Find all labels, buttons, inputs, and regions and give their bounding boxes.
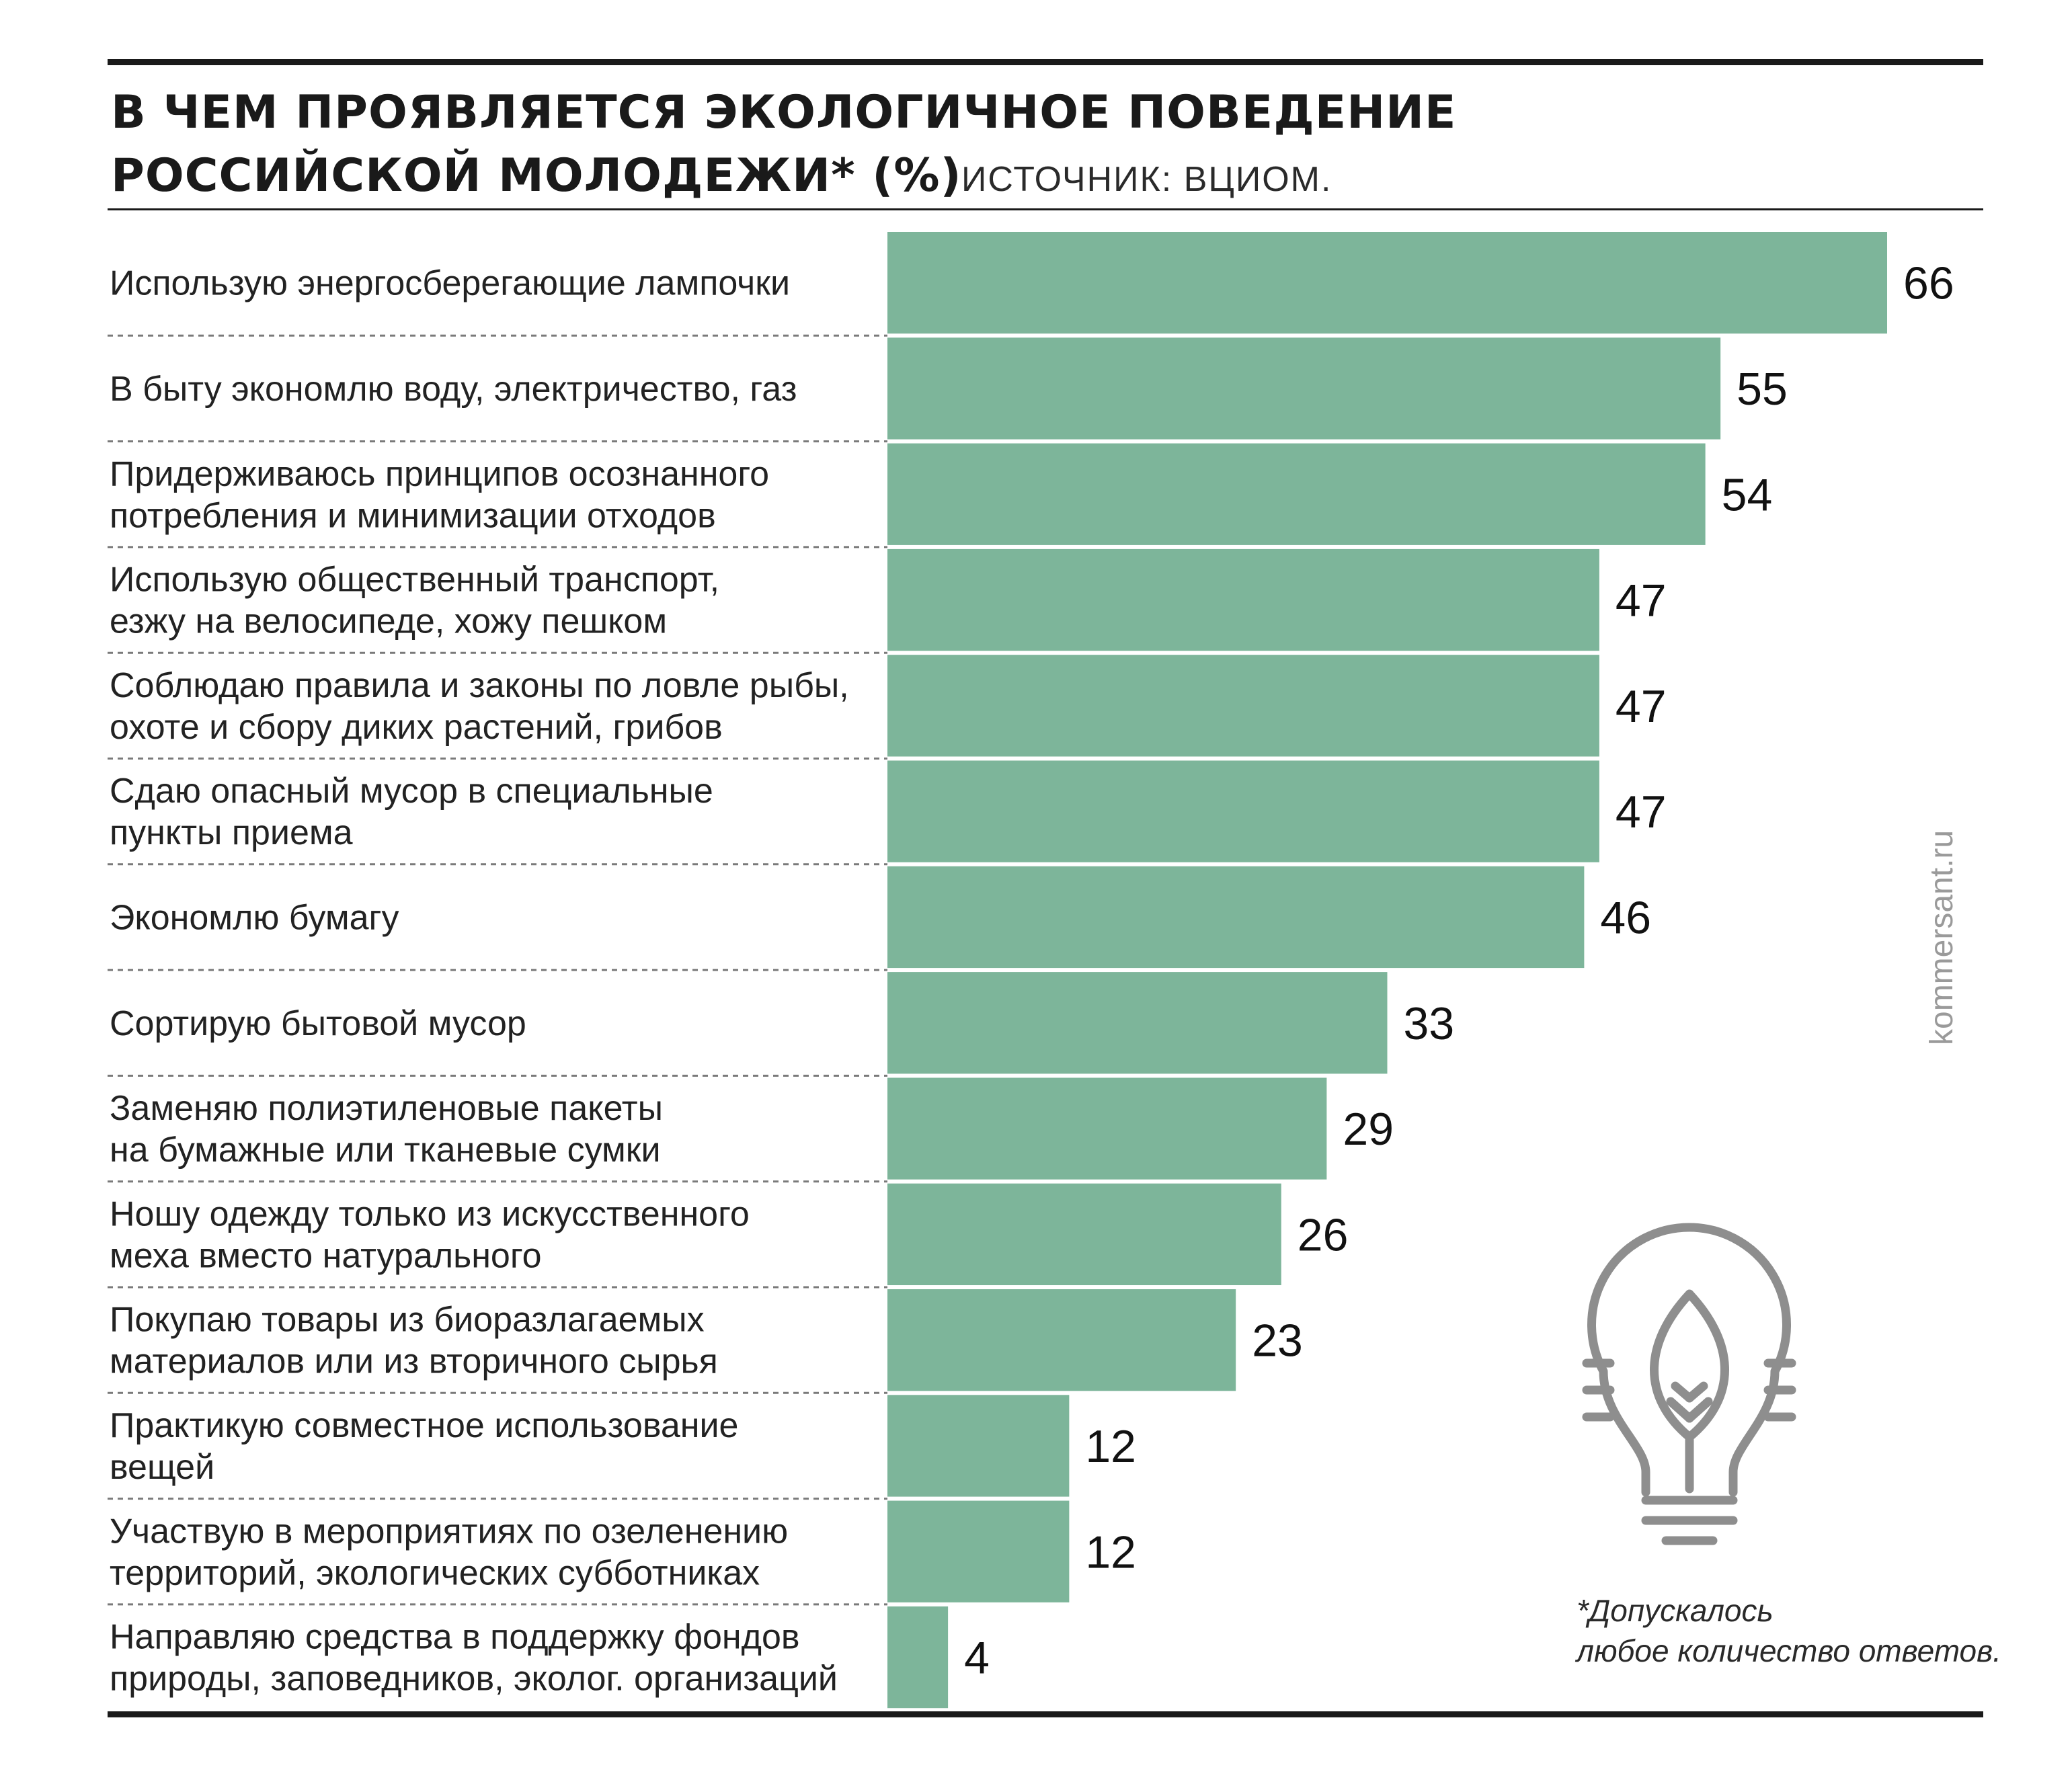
bar-value-label: 23 — [1252, 1315, 1303, 1367]
bar — [887, 232, 1887, 334]
category-label: на бумажные или тканевые сумки — [110, 1131, 661, 1170]
bar — [887, 443, 1706, 545]
bar — [887, 760, 1599, 862]
category-label: езжу на велосипеде, хожу пешком — [110, 602, 667, 641]
category-label: Направляю средства в поддержку фондов — [110, 1618, 800, 1657]
lightbulb-leaf-icon — [1582, 1223, 1796, 1545]
bar — [887, 1606, 949, 1709]
bar — [887, 866, 1585, 969]
category-label: меха вместо натурального — [110, 1236, 542, 1275]
bar-value-label: 55 — [1737, 364, 1788, 415]
category-label: природы, заповедников, эколог. организац… — [110, 1660, 838, 1699]
category-label: территорий, экологических субботниках — [110, 1553, 760, 1592]
footnote-line-2: любое количество ответов. — [1575, 1633, 2001, 1668]
bar-value-label: 47 — [1616, 575, 1667, 626]
category-label: Использую общественный транспорт, — [110, 561, 719, 600]
category-label: пункты приема — [110, 813, 353, 852]
bar — [887, 655, 1599, 757]
chart-title-line-1: В ЧЕМ ПРОЯВЛЯЕТСЯ ЭКОЛОГИЧНОЕ ПОВЕДЕНИЕ — [111, 86, 1457, 139]
category-label: материалов или из вторичного сырья — [110, 1342, 718, 1381]
bar-value-label: 66 — [1903, 258, 1954, 309]
bar — [887, 548, 1599, 651]
category-label: Сдаю опасный мусор в специальные — [110, 772, 713, 811]
bar-value-label: 29 — [1343, 1104, 1394, 1155]
bar-value-label: 47 — [1616, 786, 1667, 838]
category-label: вещей — [110, 1448, 214, 1487]
category-label: Покупаю товары из биоразлагаемых — [110, 1301, 705, 1340]
bar-value-label: 12 — [1085, 1526, 1136, 1578]
category-label: Придерживаюсь принципов осознанного — [110, 454, 769, 493]
bar — [887, 337, 1721, 440]
category-label: Сортирую бытовой мусор — [110, 1004, 526, 1043]
bar-value-label: 47 — [1616, 681, 1667, 732]
bar-value-label: 46 — [1600, 892, 1651, 943]
watermark-label: kommersant.ru — [1924, 830, 1960, 1045]
category-label: охоте и сбору диких растений, грибов — [110, 708, 723, 747]
footnote-line-1: *Допускалось — [1577, 1593, 1774, 1628]
bar — [887, 1183, 1281, 1285]
category-label: Использую энергосберегающие лампочки — [110, 264, 790, 303]
category-label: Соблюдаю правила и законы по ловле рыбы, — [110, 666, 849, 705]
bar-value-label: 33 — [1404, 998, 1455, 1049]
category-label: В быту экономлю воду, электричество, газ — [110, 370, 797, 409]
bar — [887, 1077, 1327, 1180]
category-label: Ношу одежду только из искусственного — [110, 1194, 750, 1233]
category-label: Экономлю бумагу — [110, 898, 399, 937]
bar — [887, 1395, 1070, 1497]
bar-value-label: 12 — [1085, 1421, 1136, 1472]
bottom-rule — [108, 1711, 1983, 1717]
chart-title-line-2: РОССИЙСКОЙ МОЛОДЕЖИ* (%) — [111, 149, 962, 202]
category-label: Участвую в мероприятиях по озеленению — [110, 1512, 788, 1551]
source-label: ИСТОЧНИК: ВЦИОМ. — [961, 160, 1332, 199]
bar-value-label: 26 — [1298, 1209, 1349, 1260]
top-rule — [108, 59, 1983, 65]
category-label: Заменяю полиэтиленовые пакеты — [110, 1089, 663, 1128]
bar — [887, 1500, 1070, 1602]
title-underline — [108, 208, 1983, 210]
bar-rows: 66 Использую энергосберегающие лампочки 55… — [108, 232, 1954, 1709]
category-label: Практикую совместное использование — [110, 1406, 738, 1445]
bar-value-label: 4 — [964, 1633, 990, 1684]
category-label: потребления и минимизации отходов — [110, 496, 716, 535]
bar — [887, 972, 1388, 1074]
bar-value-label: 54 — [1722, 469, 1773, 520]
bar — [887, 1289, 1236, 1391]
